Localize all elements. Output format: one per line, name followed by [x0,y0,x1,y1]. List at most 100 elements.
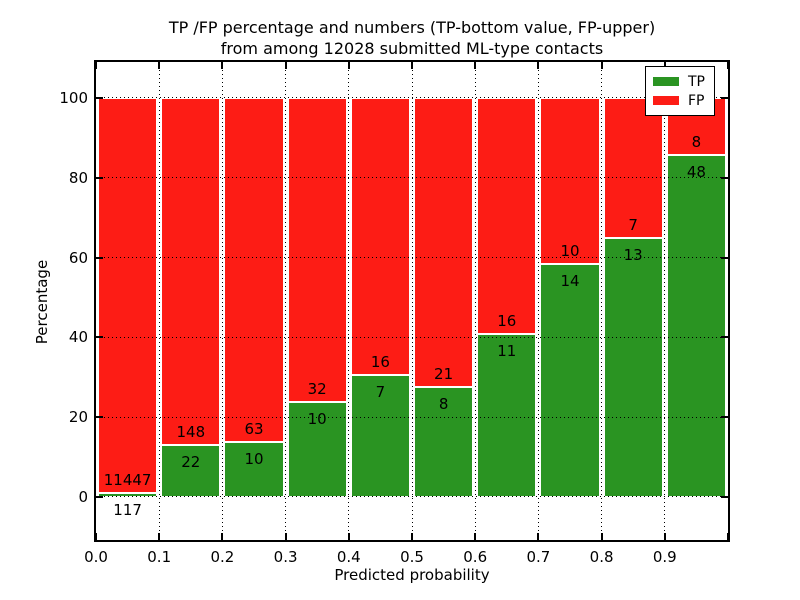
gridline-vertical [158,62,160,540]
x-tick-mark [537,62,540,69]
x-tick-label: 0.9 [652,548,677,566]
y-tick-mark [721,96,728,99]
bar-label-tp-count: 8 [438,394,449,413]
x-tick-mark [158,533,161,540]
bar-label-fp-count: 21 [434,364,454,383]
x-tick-mark [727,62,729,69]
x-tick-label: 0.0 [84,548,108,566]
x-tick-mark [347,533,350,540]
bar-segment-tp [224,442,284,497]
gridline-vertical [221,62,223,540]
bar-segment-tp [603,237,663,497]
gridline-vertical [285,62,287,540]
bar-label-tp-count: 10 [307,409,327,428]
bar-segment-tp [98,492,158,497]
y-tick-mark [721,176,728,179]
y-tick-label: 100 [59,88,88,107]
bar-segment-fp [414,97,474,387]
x-tick-mark [158,62,161,69]
x-tick-mark [474,62,477,69]
x-tick-label: 0.1 [147,548,172,566]
tp-swatch-icon [653,77,679,86]
y-tick-label: 80 [68,168,88,187]
legend-item-tp: TP [653,72,707,91]
x-tick-mark [284,533,287,540]
x-tick-mark [284,62,287,69]
x-tick-mark [537,533,540,540]
bar-segment-fp [603,97,663,238]
bar-segment-fp [161,97,221,446]
bar-label-fp-count: 16 [497,312,517,331]
y-tick-mark [96,495,103,498]
bar-label-tp-count: 13 [623,245,643,264]
x-tick-label: 0.5 [400,548,424,566]
legend-item-fp: FP [653,91,707,110]
y-tick-label: 0 [78,487,88,506]
bar-segment-fp [477,97,537,335]
bar-label-tp-count: 14 [560,272,580,291]
bar-label-fp-count: 32 [307,379,327,398]
y-tick-mark [721,416,728,419]
x-tick-mark [347,62,350,69]
legend-label-fp: FP [688,92,705,109]
x-tick-mark [411,533,413,540]
bar-label-fp-count: 7 [628,215,638,234]
bar-label-fp-count: 16 [370,353,390,372]
y-tick-mark [96,96,103,99]
x-tick-mark [95,533,97,540]
x-tick-mark [474,533,477,540]
y-tick-label: 60 [68,248,88,267]
x-tick-mark [221,62,224,69]
y-tick-mark [721,495,728,498]
bar-label-tp-count: 11 [497,342,517,361]
bar-segment-tp [350,375,410,497]
x-tick-mark [95,62,97,69]
bar-segment-tp [161,445,221,497]
bar-label-tp-count: 10 [244,450,264,469]
y-axis-label: Percentage [33,259,51,345]
bar-label-tp-count: 7 [375,383,386,402]
bar-label-tp-count: 48 [686,162,706,181]
chart-title: TP /FP percentage and numbers (TP-bottom… [96,17,728,59]
y-tick-mark [96,176,103,179]
legend-label-tp: TP [688,73,705,90]
x-tick-label: 0.3 [273,548,298,566]
x-tick-mark [600,533,603,540]
bar-segment-tp [287,401,347,497]
x-tick-label: 0.4 [336,548,361,566]
chart-title-line2: from among 12028 submitted ML-type conta… [220,39,604,58]
y-tick-mark [96,416,103,419]
x-tick-mark [411,62,413,69]
gridline-vertical [664,62,666,540]
gridline-vertical [474,62,476,540]
bar-label-fp-count: 148 [176,423,206,442]
y-tick-mark [96,256,103,259]
x-tick-mark [663,533,666,540]
bar-segment-tp [540,264,600,497]
bar-label-fp-count: 63 [244,420,264,439]
bar-segment-tp [666,154,726,497]
gridline-vertical [411,62,413,540]
gridline-vertical [348,62,350,540]
gridline-vertical [537,62,539,540]
bar-label-fp-count: 8 [691,132,702,151]
x-tick-mark [221,533,224,540]
x-tick-mark [600,62,603,69]
gridline-vertical [601,62,603,540]
x-tick-label: 0.2 [210,548,235,566]
bar-label-fp-count: 11447 [103,470,152,489]
x-tick-label: 0.6 [463,548,488,566]
bar-label-tp-count: 117 [113,500,142,519]
y-tick-mark [721,336,728,339]
chart-title-line1: TP /FP percentage and numbers (TP-bottom… [168,18,656,37]
bar-segment-fp [224,97,284,443]
x-tick-label: 0.7 [526,548,551,566]
x-tick-mark [727,533,729,540]
bar-segment-fp [287,97,347,402]
fp-swatch-icon [653,96,679,105]
y-tick-label: 20 [68,408,88,427]
bar-label-tp-count: 22 [181,453,201,472]
legend: TP FP [645,66,715,116]
x-tick-label: 0.8 [589,548,614,566]
